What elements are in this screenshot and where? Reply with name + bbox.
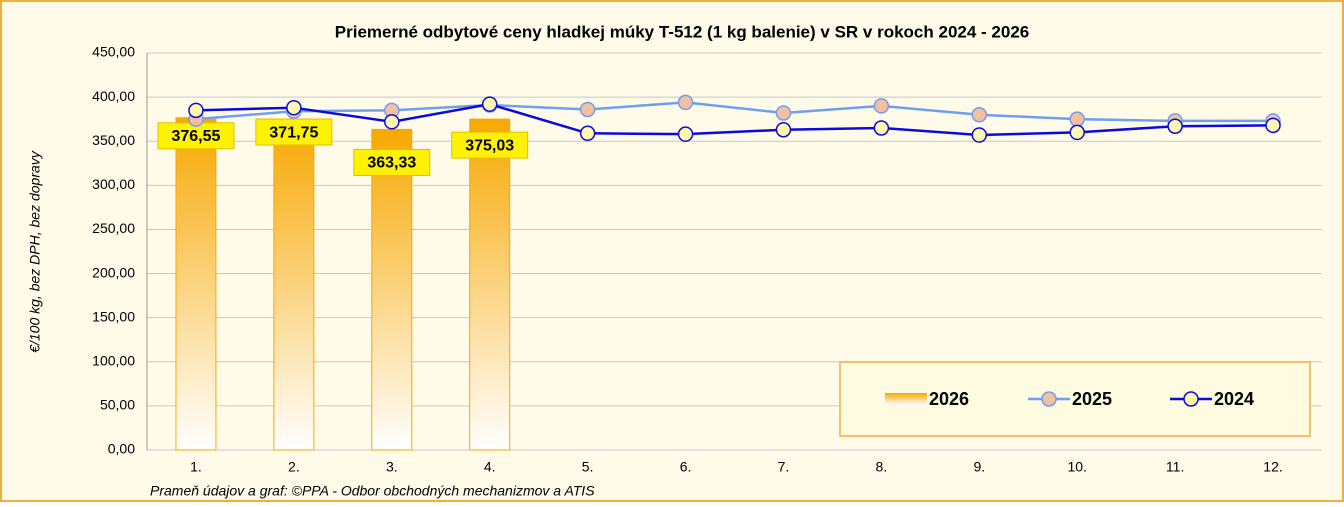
x-tick-label: 1. bbox=[190, 459, 202, 475]
x-tick-label: 6. bbox=[680, 459, 692, 475]
y-tick-label: 450,00 bbox=[92, 44, 135, 60]
marker bbox=[579, 125, 596, 142]
y-tick-label: 250,00 bbox=[92, 220, 135, 236]
marker bbox=[579, 101, 596, 118]
marker bbox=[286, 99, 302, 116]
x-tick-label: 8. bbox=[876, 459, 888, 475]
legend-marker bbox=[1183, 391, 1199, 407]
y-tick-label: 150,00 bbox=[92, 308, 135, 324]
marker bbox=[1069, 111, 1085, 127]
data-label: 363,33 bbox=[367, 155, 416, 172]
marker bbox=[873, 98, 890, 114]
data-label: 375,03 bbox=[465, 137, 514, 154]
legend-label: 2025 bbox=[1072, 389, 1112, 409]
marker bbox=[481, 96, 498, 112]
data-label-box bbox=[157, 122, 235, 150]
marker bbox=[775, 105, 792, 121]
y-tick-label: 200,00 bbox=[92, 264, 135, 280]
marker bbox=[873, 120, 890, 136]
data-label-box bbox=[353, 148, 431, 176]
data-label: 376,55 bbox=[171, 128, 220, 145]
marker bbox=[775, 122, 792, 138]
bar bbox=[273, 121, 315, 451]
y-axis-label: €/100 kg, bez DPH, bez dopravy bbox=[27, 150, 43, 353]
marker bbox=[971, 127, 988, 143]
marker bbox=[1265, 117, 1281, 134]
data-label-box bbox=[451, 131, 529, 159]
x-tick-label: 11. bbox=[1166, 459, 1184, 475]
line bbox=[195, 101, 1274, 123]
x-tick-label: 12. bbox=[1263, 459, 1282, 475]
bar bbox=[371, 128, 413, 451]
x-tick-label: 10. bbox=[1067, 459, 1086, 475]
x-tick-label: 3. bbox=[386, 459, 398, 475]
y-tick-label: 350,00 bbox=[92, 132, 135, 148]
marker bbox=[188, 102, 204, 119]
x-tick-label: 5. bbox=[582, 459, 594, 475]
x-tick-label: 4. bbox=[484, 459, 496, 475]
marker bbox=[971, 107, 988, 123]
y-tick-label: 400,00 bbox=[92, 88, 135, 104]
legend-marker bbox=[1041, 391, 1057, 407]
bar bbox=[175, 117, 217, 451]
legend-label: 2026 bbox=[929, 389, 969, 409]
chart-title: Priemerné odbytové ceny hladkej múky T-5… bbox=[335, 22, 1029, 41]
source: Prameň údajov a graf: ©PPA - Odbor obcho… bbox=[150, 483, 595, 499]
x-tick-label: 9. bbox=[973, 459, 985, 475]
bar bbox=[469, 118, 511, 451]
x-tick-label: 7. bbox=[778, 459, 790, 475]
marker bbox=[384, 114, 400, 130]
marker bbox=[1167, 118, 1183, 134]
y-tick-label: 50,00 bbox=[100, 397, 135, 413]
y-tick-label: 100,00 bbox=[92, 352, 135, 368]
y-tick-label: 300,00 bbox=[92, 176, 135, 192]
x-tick-label: 2. bbox=[288, 459, 300, 475]
marker bbox=[1069, 124, 1085, 141]
marker bbox=[677, 126, 694, 142]
legend-swatch bbox=[885, 393, 927, 405]
line bbox=[195, 102, 1274, 137]
legend-label: 2024 bbox=[1214, 389, 1254, 409]
data-label: 371,75 bbox=[269, 124, 318, 141]
y-tick-label: 0,00 bbox=[108, 441, 135, 457]
data-label-box bbox=[255, 118, 333, 146]
marker bbox=[677, 94, 694, 111]
